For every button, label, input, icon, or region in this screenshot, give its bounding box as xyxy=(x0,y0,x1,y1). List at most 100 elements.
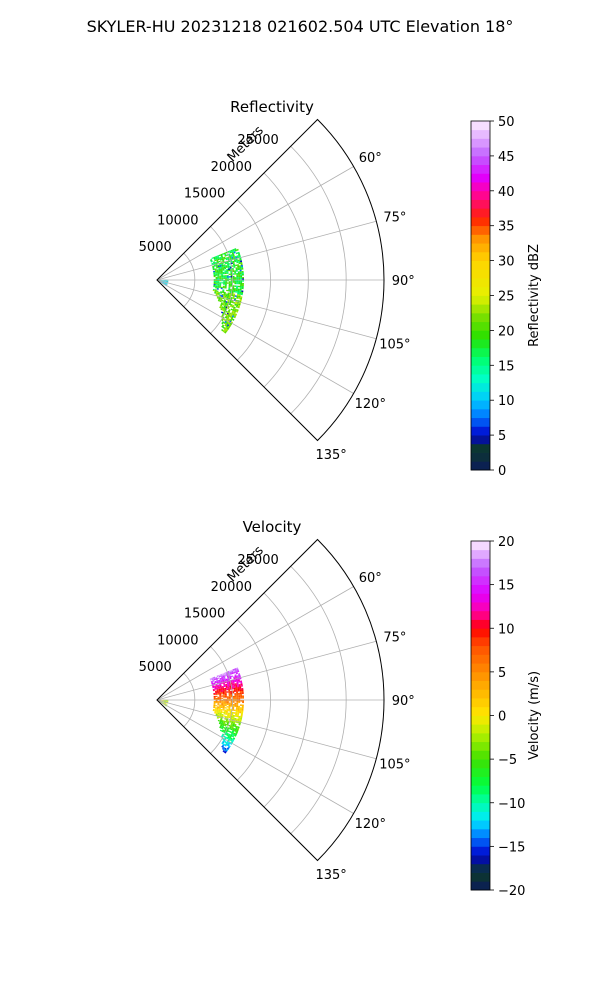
radar-gate xyxy=(241,707,244,710)
radar-gate xyxy=(216,269,219,271)
radar-gate xyxy=(230,724,233,726)
radar-gate xyxy=(237,688,240,691)
radar-gate xyxy=(215,284,218,286)
colorbar-segment xyxy=(471,417,490,427)
radar-gate xyxy=(222,741,225,744)
radar-gate xyxy=(221,747,225,751)
radar-gate xyxy=(223,683,226,685)
radar-gate xyxy=(214,711,217,713)
radar-gate xyxy=(224,303,227,306)
radar-gate xyxy=(236,274,239,276)
radar-gate xyxy=(218,687,221,690)
radar-gate xyxy=(235,713,238,716)
radar-gate xyxy=(217,256,220,259)
radar-gate xyxy=(165,283,168,285)
radar-gate xyxy=(162,282,164,284)
radar-gate xyxy=(225,671,228,674)
colorbar-tick-label: 0 xyxy=(498,464,506,479)
range-tick-label: 25000 xyxy=(237,553,278,568)
radar-gate xyxy=(218,708,221,711)
radar-gate xyxy=(213,285,216,288)
azimuth-gridline xyxy=(156,166,354,281)
radar-gate xyxy=(225,685,228,687)
radar-gate xyxy=(236,282,239,285)
radar-gate xyxy=(216,287,219,289)
radar-gate xyxy=(237,268,240,271)
radar-gate xyxy=(238,275,241,278)
radar-gate xyxy=(219,266,222,268)
radar-gate xyxy=(216,710,219,712)
radar-gate xyxy=(214,690,217,692)
radar-gate xyxy=(224,691,227,693)
colorbar-segment xyxy=(471,426,490,436)
azimuth-gridline xyxy=(156,279,354,394)
radar-gate xyxy=(241,692,244,695)
radar-gate xyxy=(230,283,233,286)
radar-gate xyxy=(164,281,167,282)
radar-gate xyxy=(226,275,229,277)
radar-gate xyxy=(229,251,232,254)
radar-gate xyxy=(234,303,237,306)
radar-gate xyxy=(228,689,231,692)
radar-gate xyxy=(226,691,229,693)
radar-gate xyxy=(233,301,236,304)
radar-gate xyxy=(217,714,220,716)
colorbar-segment xyxy=(471,628,490,638)
radar-gate xyxy=(235,288,238,290)
radar-gate xyxy=(220,286,223,289)
colorbar-tick-label: 35 xyxy=(498,220,515,235)
radar-gate xyxy=(220,271,223,274)
radar-gate xyxy=(215,282,218,284)
radar-gate xyxy=(235,727,238,730)
radar-gate xyxy=(226,270,229,272)
radar-gate xyxy=(228,295,231,298)
radar-gate xyxy=(240,683,243,686)
radar-gate xyxy=(228,708,231,711)
radar-gate xyxy=(164,701,167,702)
colorbar-segment xyxy=(471,584,490,594)
radar-gate xyxy=(233,686,236,688)
radar-gate xyxy=(234,705,237,707)
radar-gate xyxy=(232,309,235,312)
radar-gate xyxy=(239,290,242,292)
radar-gate xyxy=(223,293,226,295)
radar-gate xyxy=(236,277,239,279)
radar-gate xyxy=(222,711,225,714)
radar-gate xyxy=(230,289,233,291)
range-tick-label: 10000 xyxy=(157,213,198,228)
radar-gate xyxy=(241,689,244,692)
radar-gate xyxy=(227,742,230,746)
colorbar-segment xyxy=(471,881,490,891)
radar-gate xyxy=(220,727,224,730)
radar-gate xyxy=(225,721,228,723)
radar-gate xyxy=(241,291,244,294)
radar-gate xyxy=(227,267,230,269)
colorbar-segment xyxy=(471,732,490,743)
radar-gate xyxy=(216,288,219,290)
radar-gate xyxy=(218,291,221,294)
radar-gate xyxy=(241,285,244,288)
radar-gate xyxy=(224,331,227,334)
radar-gate xyxy=(232,668,235,671)
radar-gate xyxy=(239,287,242,289)
radar-gate xyxy=(241,266,244,269)
radar-gate xyxy=(229,711,232,714)
radar-gate xyxy=(228,276,231,278)
radar-gate xyxy=(222,689,225,691)
radar-gate xyxy=(230,276,233,278)
radar-gate xyxy=(223,702,226,704)
radar-gate xyxy=(225,293,228,295)
radar-gate xyxy=(234,270,236,272)
colorbar-segment xyxy=(471,619,490,629)
radar-gate xyxy=(232,714,235,717)
radar-gate xyxy=(217,258,220,261)
radar-gate xyxy=(214,289,217,291)
radar-gate xyxy=(224,267,227,270)
velocity-polar-axes: 60° 75° 90° 105° 120° 135° 5000 10000 15000 20000… xyxy=(139,538,415,883)
radar-gate xyxy=(218,680,221,683)
radar-gate xyxy=(223,696,226,698)
radar-gate xyxy=(222,679,225,682)
radar-gate xyxy=(238,723,241,726)
radar-gate xyxy=(165,283,168,285)
colorbar-segment xyxy=(471,278,490,288)
